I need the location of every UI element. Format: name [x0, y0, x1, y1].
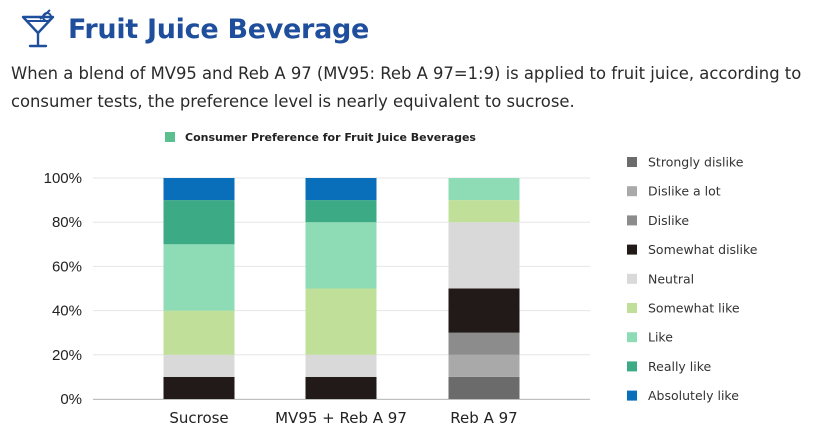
chart-bars — [163, 178, 520, 399]
legend-swatch — [627, 273, 637, 284]
chart-title-group: Consumer Preference for Fruit Juice Beve… — [165, 131, 476, 144]
bar-segment — [448, 354, 520, 377]
legend-swatch — [627, 157, 637, 167]
legend-swatch — [627, 186, 637, 197]
legend-item-label: Dislike — [648, 213, 689, 228]
legend-swatch — [627, 332, 637, 343]
legend-swatch — [627, 215, 637, 226]
bar-segment — [305, 200, 377, 223]
bar-segment — [305, 178, 377, 201]
bar-segment — [163, 178, 235, 201]
x-tick-label: Sucrose — [169, 409, 228, 427]
y-tick-label: 0% — [60, 391, 82, 408]
bar-segment — [163, 310, 235, 355]
bar-segment — [163, 376, 235, 399]
page-title: Fruit Juice Beverage — [68, 13, 370, 45]
bar-segment — [163, 354, 235, 377]
cocktail-glass-icon — [21, 9, 55, 48]
legend-item-label: Neutral — [648, 271, 694, 286]
bar-segment — [163, 200, 235, 245]
legend-item-label: Absolutely like — [648, 388, 739, 403]
legend-item-label: Really like — [648, 359, 712, 374]
legend-swatch — [627, 303, 637, 313]
legend-item-label: Somewhat like — [648, 301, 740, 316]
bar-segment — [305, 354, 377, 377]
header: Fruit Juice Beverage — [20, 8, 369, 50]
bar-segment — [163, 244, 235, 311]
chart-axes: 0% 20% 40% 60% 80% 100% Sucrose MV95 + Reb A 97… — [44, 170, 590, 427]
y-tick-label: 20% — [52, 347, 82, 364]
chart-title: Consumer Preference for Fruit Juice Beve… — [185, 131, 476, 144]
y-tick-label: 60% — [52, 258, 82, 275]
legend-item-label: Like — [648, 330, 673, 345]
y-tick-label: 40% — [52, 303, 82, 320]
bar-segment — [448, 222, 520, 289]
bar-segment — [448, 332, 520, 355]
x-tick-label: MV95 + Reb A 97 — [275, 409, 407, 427]
bar-segment — [305, 288, 377, 355]
legend-item-label: Dislike a lot — [648, 184, 721, 199]
x-tick-label: Reb A 97 — [450, 409, 517, 427]
bar-segment — [305, 222, 377, 289]
legend-item-label: Strongly dislike — [648, 155, 744, 170]
y-tick-label: 100% — [44, 170, 82, 187]
bar-segment — [448, 200, 520, 223]
bar-segment — [448, 376, 520, 399]
legend-swatch — [627, 390, 637, 401]
legend-swatch — [627, 244, 637, 255]
legend-item-label: Somewhat dislike — [648, 242, 758, 257]
bar-segment — [448, 288, 520, 333]
bar-segment — [305, 376, 377, 399]
description-text: When a blend of MV95 and Reb A 97 (MV95:… — [11, 64, 802, 111]
bar-segment — [448, 178, 520, 201]
chart-legend: Strongly dislike Dislike a lot Dislike Some… — [627, 155, 758, 403]
legend-swatch — [627, 361, 637, 372]
chart-title-marker — [165, 132, 175, 142]
y-tick-label: 80% — [52, 214, 82, 231]
